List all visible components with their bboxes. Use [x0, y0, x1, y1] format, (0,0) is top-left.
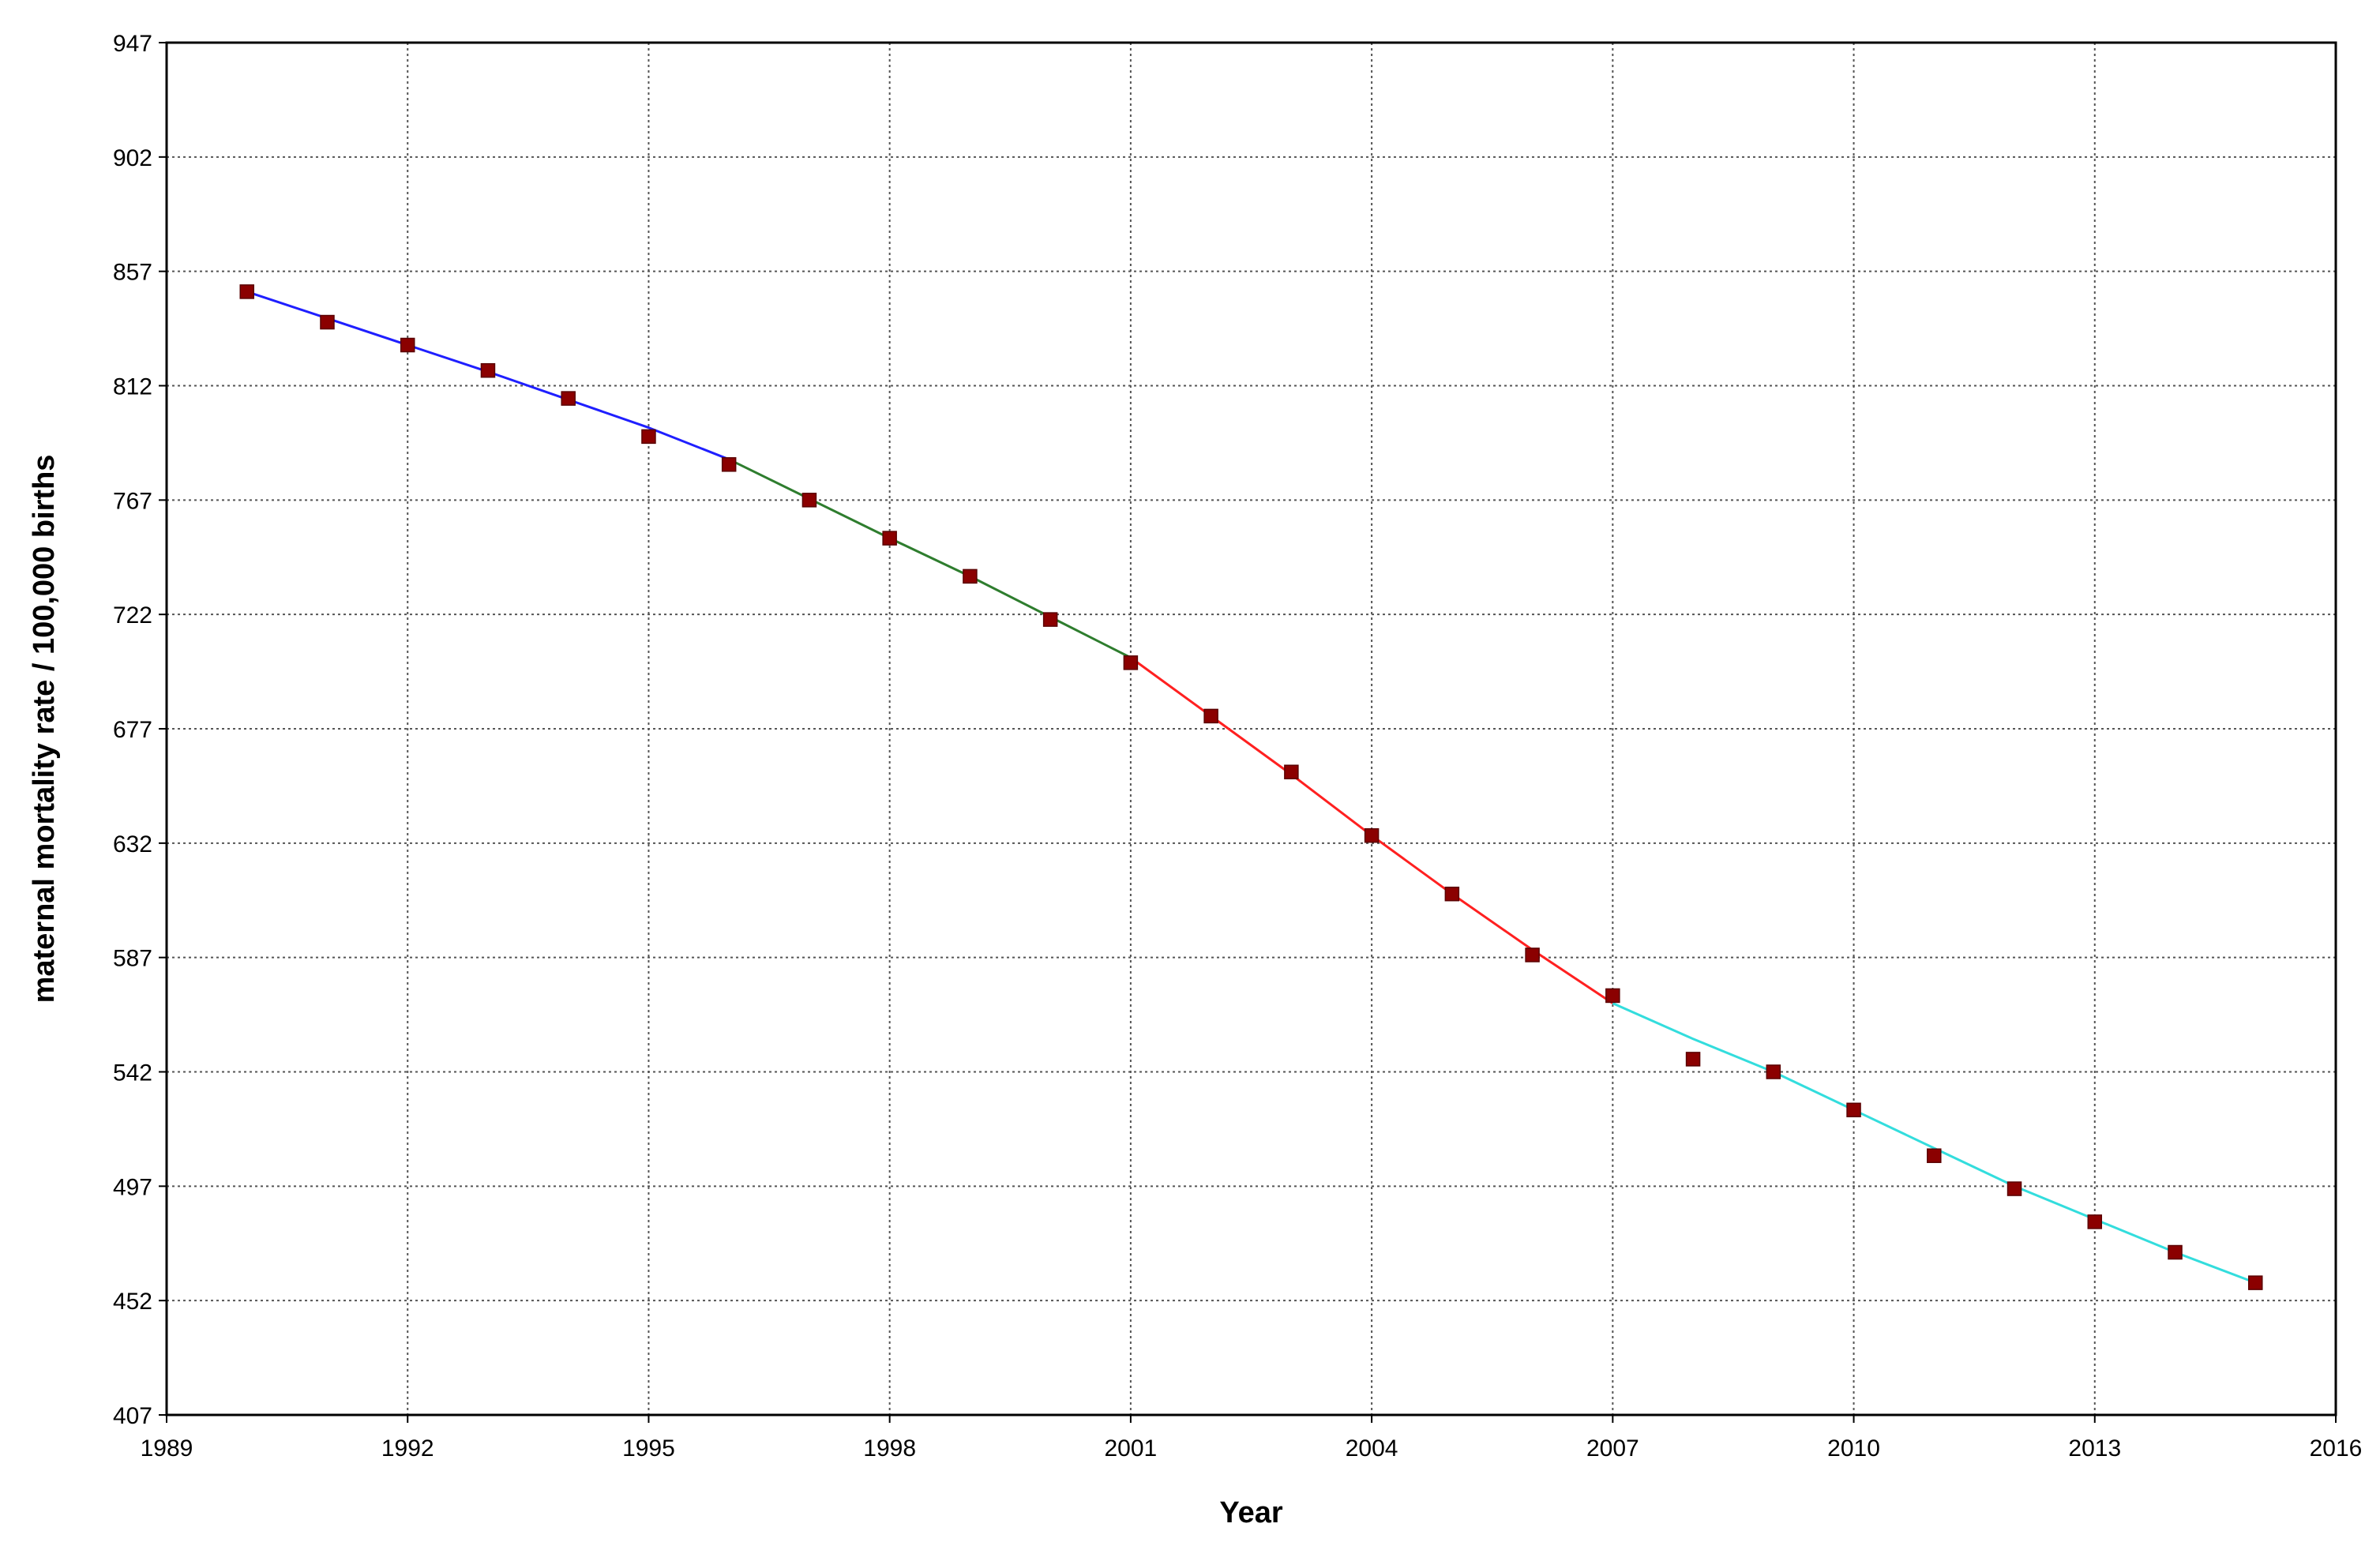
data-point-marker	[561, 391, 576, 406]
x-tick-label: 2016	[2310, 1435, 2363, 1462]
data-point-marker	[1525, 947, 1540, 962]
x-tick-label: 1989	[141, 1435, 193, 1462]
data-point-marker	[1685, 1052, 1701, 1067]
data-point-marker	[641, 429, 656, 445]
x-tick-label: 1995	[622, 1435, 675, 1462]
y-tick-label: 812	[113, 374, 152, 400]
data-point-marker	[1846, 1102, 1861, 1118]
data-point-marker	[1605, 988, 1620, 1004]
axis-ticks: 1989 1992 1995 1998 2001 2004 2007 2010 2013 2016…	[113, 31, 2362, 1462]
data-point-marker	[2006, 1181, 2022, 1196]
y-tick-label: 947	[113, 31, 152, 57]
series-line-segment-2	[728, 458, 1132, 659]
y-tick-label: 452	[113, 1289, 152, 1315]
y-axis-title: maternal mortality rate / 100,000 births	[28, 455, 61, 1004]
data-point-marker	[320, 314, 335, 330]
y-tick-label: 542	[113, 1060, 152, 1086]
data-point-marker	[882, 531, 897, 546]
plot-frame	[165, 41, 2337, 1417]
data-point-marker	[1042, 612, 1058, 627]
x-tick-label: 2001	[1105, 1435, 1158, 1462]
x-tick-label: 1998	[863, 1435, 916, 1462]
data-point-marker	[963, 568, 978, 584]
data-point-marker	[1123, 655, 1139, 670]
y-tick-label: 587	[113, 946, 152, 972]
data-point-marker	[2168, 1244, 2183, 1260]
x-tick-label: 2007	[1586, 1435, 1639, 1462]
data-point-marker	[1364, 827, 1380, 843]
data-point-marker	[2248, 1275, 2263, 1290]
y-tick-label: 677	[113, 717, 152, 743]
y-tick-label: 857	[113, 260, 152, 286]
y-tick-label: 407	[113, 1403, 152, 1429]
data-point-marker	[2087, 1214, 2103, 1229]
data-point-marker	[480, 362, 496, 378]
x-axis-title: Year	[1219, 1496, 1283, 1529]
data-point-marker	[801, 493, 817, 508]
data-point-marker	[721, 457, 737, 472]
data-point-marker	[239, 284, 254, 299]
data-point-marker	[400, 337, 415, 353]
data-point-marker	[1766, 1064, 1781, 1079]
x-tick-label: 2010	[1827, 1435, 1880, 1462]
data-point-marker	[1927, 1148, 1942, 1163]
data-point-marker	[1284, 764, 1299, 779]
data-point-marker	[1444, 886, 1460, 902]
y-tick-label: 767	[113, 488, 152, 514]
x-tick-label: 1992	[381, 1435, 434, 1462]
y-tick-label: 632	[113, 831, 152, 857]
y-tick-label: 722	[113, 602, 152, 629]
series-line-segment-4	[1612, 1002, 2256, 1285]
data-point-marker	[1203, 708, 1218, 724]
y-tick-label: 902	[113, 145, 152, 171]
data-markers	[239, 284, 2263, 1290]
y-tick-label: 497	[113, 1174, 152, 1200]
x-tick-label: 2004	[1346, 1435, 1398, 1462]
x-tick-label: 2013	[2068, 1435, 2121, 1462]
